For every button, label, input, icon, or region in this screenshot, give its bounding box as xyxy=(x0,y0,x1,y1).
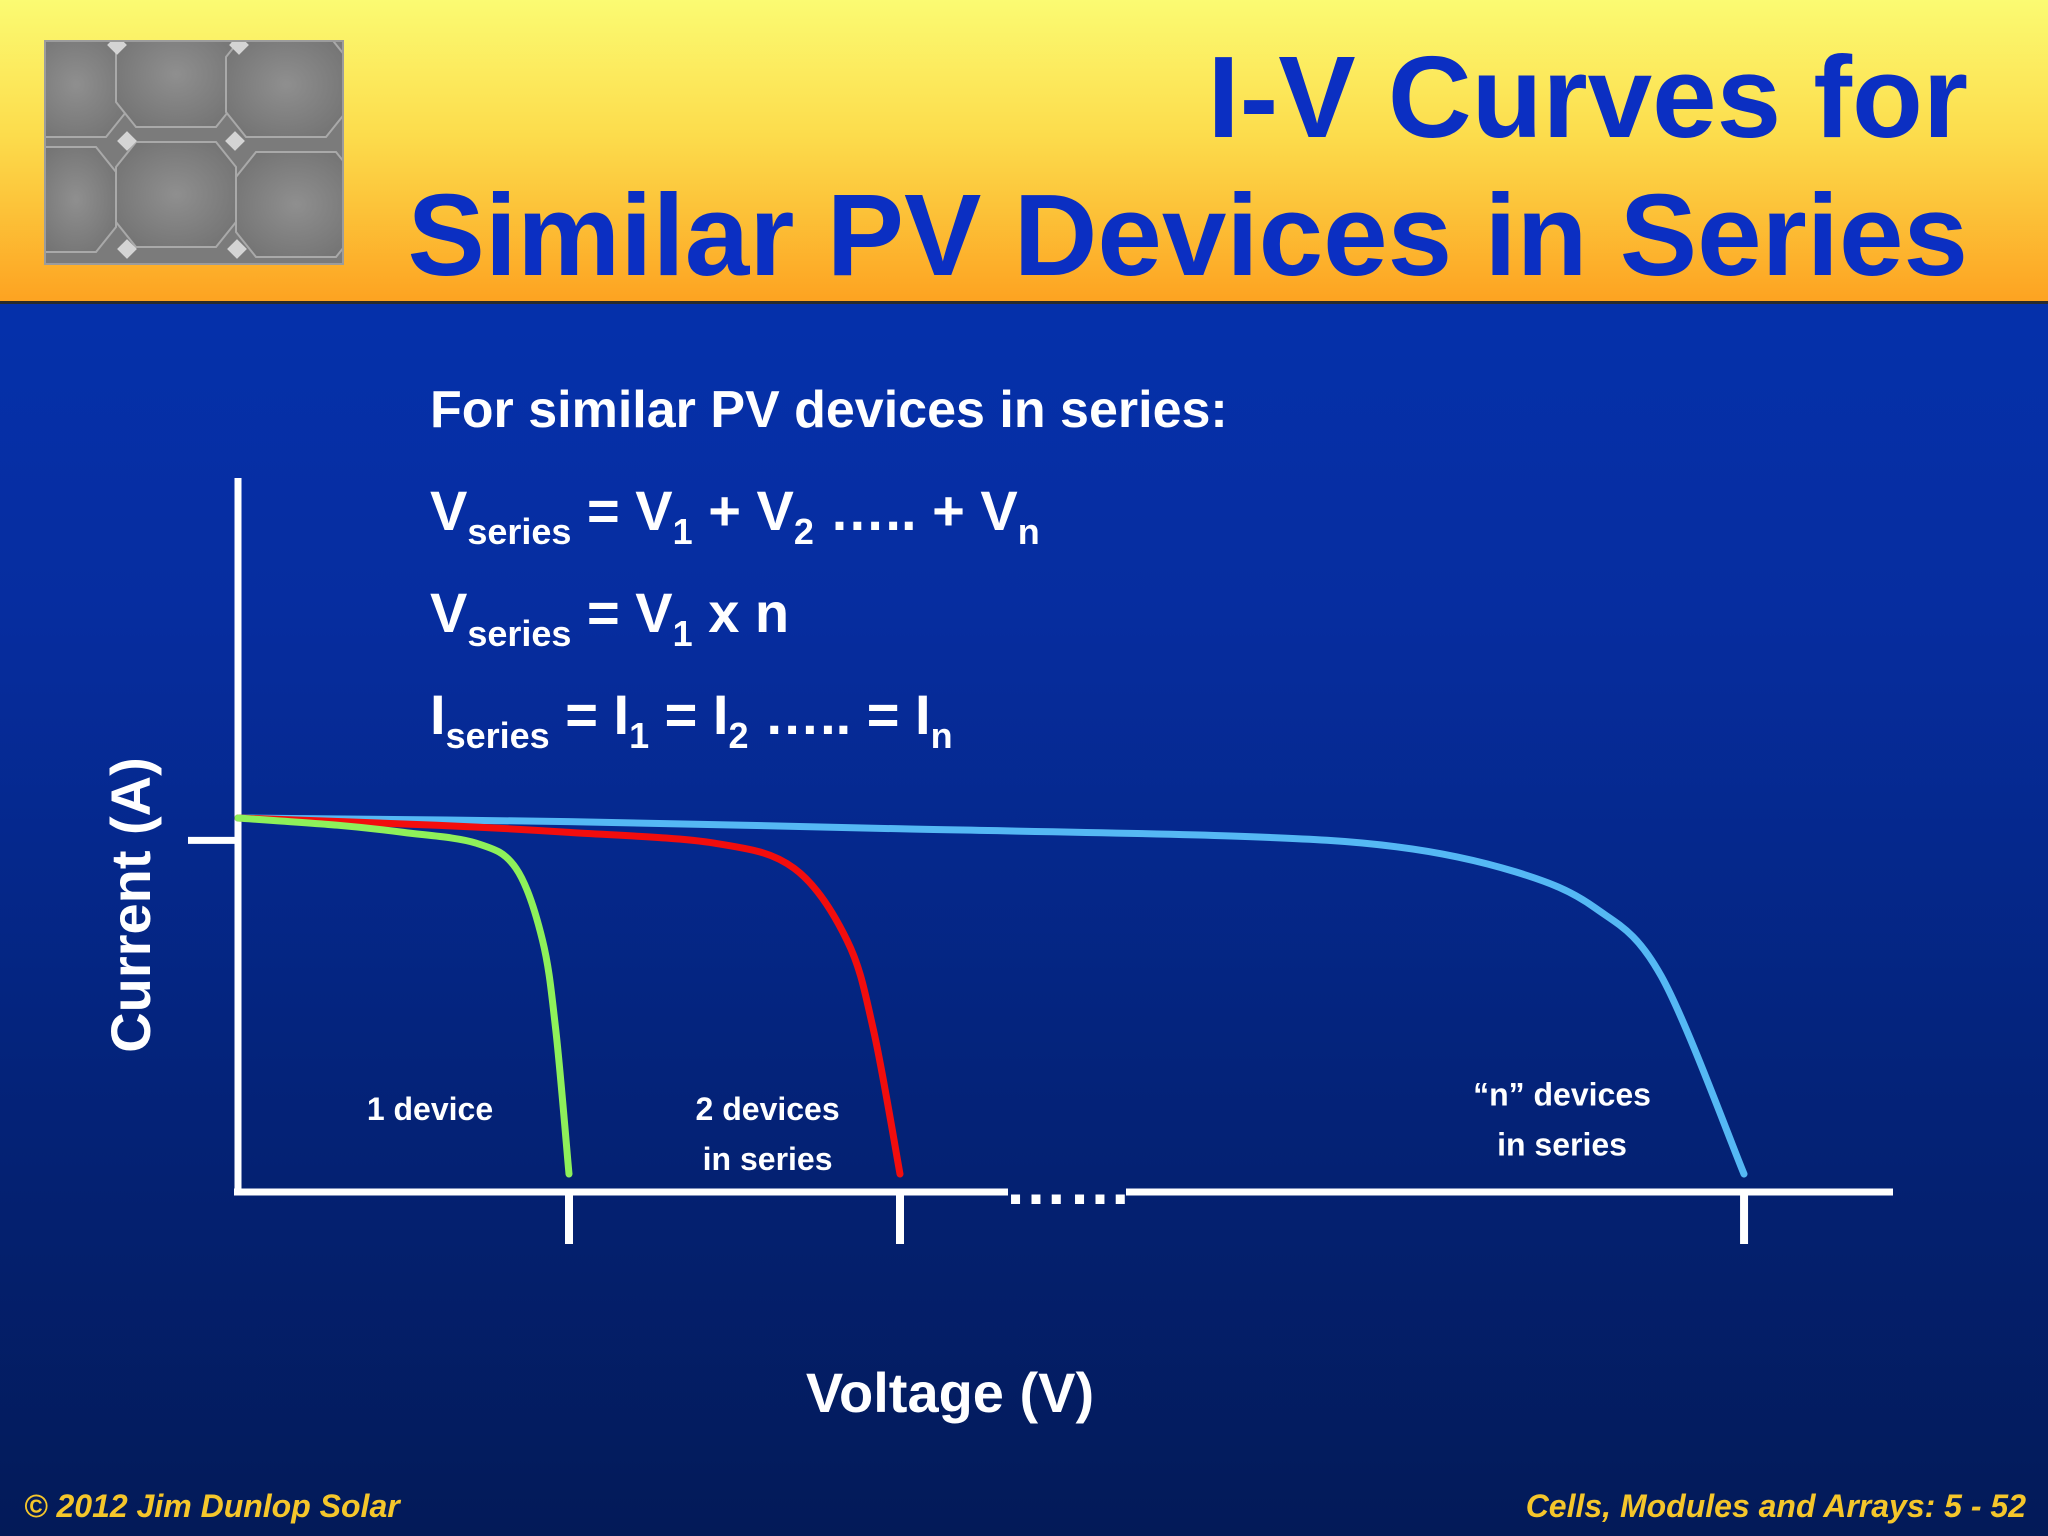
equation-subscript: series xyxy=(467,613,572,654)
equation-term: = I xyxy=(549,683,630,746)
equation-voltage-times-n: Vseries = V1 x n xyxy=(430,580,790,652)
series-label-1: 1 device xyxy=(367,1091,493,1127)
equation-subscript: series xyxy=(445,715,550,756)
equation-term: = V xyxy=(571,581,673,644)
y-axis-label: Current (A) xyxy=(99,757,162,1053)
equation-term: ….. + V xyxy=(813,479,1018,542)
series-line-1 xyxy=(234,814,573,1178)
slide-title-line-2: Similar PV Devices in Series xyxy=(407,170,1968,300)
equation-term: ….. = I xyxy=(748,683,931,746)
series-label-2: 2 devices in series xyxy=(696,1091,840,1177)
equation-subscript: 2 xyxy=(728,715,749,756)
equation-voltage-sum: Vseries = V1 + V2 ….. + Vn xyxy=(430,478,1040,550)
equation-current-equal: Iseries = I1 = I2 ….. = In xyxy=(430,682,953,754)
series-line-3 xyxy=(234,814,1748,1178)
equation-term: V xyxy=(430,479,468,542)
intro-text: For similar PV devices in series: xyxy=(430,381,1228,439)
footer-slide-number: Cells, Modules and Arrays: 5 - 52 xyxy=(1525,1488,2026,1524)
equation-term: V xyxy=(430,581,468,644)
equation-subscript: 1 xyxy=(672,613,693,654)
equation-subscript: n xyxy=(930,715,953,756)
equation-subscript: 1 xyxy=(672,511,693,552)
equation-term: = I xyxy=(649,683,729,746)
series-label-3: “n” devices in series xyxy=(1473,1077,1651,1163)
equation-subscript: 1 xyxy=(629,715,650,756)
x-axis-gap-marker: …… xyxy=(1004,1146,1132,1218)
title-bar: I-V Curves for Similar PV Devices in Ser… xyxy=(0,0,2048,304)
slide-title: I-V Curves for Similar PV Devices in Ser… xyxy=(408,28,1968,304)
equation-term: + V xyxy=(692,479,794,542)
x-axis-label: Voltage (V) xyxy=(806,1361,1094,1424)
equation-subscript: series xyxy=(467,511,572,552)
footer-copyright: © 2012 Jim Dunlop Solar xyxy=(24,1488,400,1524)
equation-term: I xyxy=(430,683,446,746)
equation-term: x n xyxy=(692,581,790,644)
slide-title-line-1: I-V Curves for xyxy=(1207,32,1968,162)
solar-panel-photo-icon xyxy=(44,40,344,265)
equation-term: = V xyxy=(571,479,673,542)
equation-subscript: n xyxy=(1017,511,1040,552)
series-line-2 xyxy=(234,814,904,1178)
equation-subscript: 2 xyxy=(793,511,814,552)
